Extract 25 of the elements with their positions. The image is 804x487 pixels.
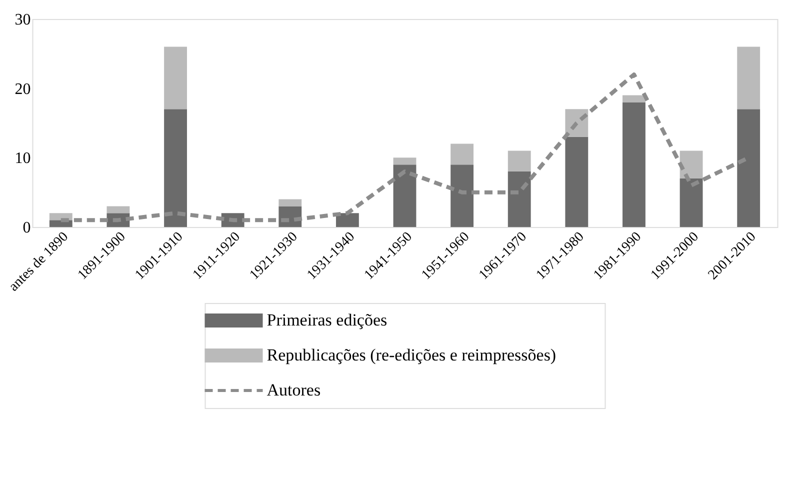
bar	[49, 220, 72, 227]
y-tick-label: 20	[14, 80, 31, 98]
bar	[737, 109, 760, 227]
bar	[737, 46, 760, 110]
y-tick-label: 10	[14, 150, 31, 168]
bar	[450, 164, 474, 227]
bar	[680, 178, 703, 227]
y-tick-label: 30	[14, 12, 31, 28]
bar	[450, 144, 474, 165]
bar	[393, 158, 416, 165]
bar	[622, 102, 646, 227]
legend-label: Autores	[266, 380, 321, 400]
y-tick-label: 0	[22, 220, 31, 236]
bar	[164, 46, 187, 110]
bar	[393, 164, 416, 227]
bar	[508, 150, 531, 172]
bar	[336, 213, 359, 227]
bar	[164, 109, 187, 227]
legend-label: Republicações (re-edições e reimpressões)	[266, 346, 556, 364]
bar	[565, 136, 588, 227]
bar	[680, 150, 703, 178]
bar	[508, 172, 531, 227]
legend-label: Primeiras edições	[266, 310, 388, 330]
bar	[106, 206, 130, 214]
bar	[278, 199, 302, 206]
